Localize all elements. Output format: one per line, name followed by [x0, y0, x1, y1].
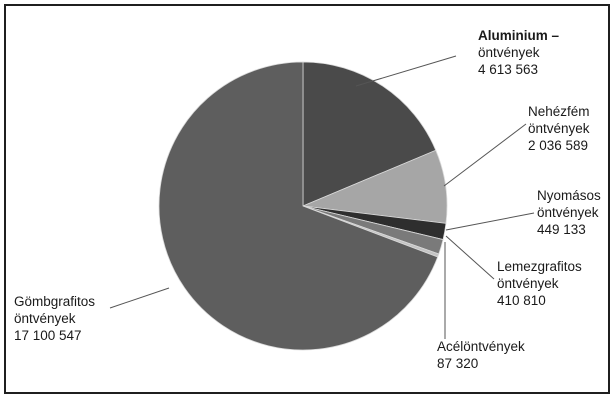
slice-label-line: öntvények	[14, 311, 76, 326]
slice-label-line: öntvények	[537, 205, 599, 220]
pie-slice-6	[158, 61, 439, 351]
pie-chart: Aluminium – öntvények 4 613 563 Nehézfém önt…	[14, 28, 601, 371]
leader-line-2	[443, 123, 527, 187]
slice-label-line: 449 133	[537, 222, 586, 237]
slice-label-line: 4 613 563	[478, 62, 538, 77]
slice-label-line: öntvények	[528, 121, 590, 136]
slice-label-4: Lemezgrafitos öntvények 410 810	[497, 259, 582, 308]
leader-line-1	[355, 55, 457, 87]
slice-label-5: Acélöntvények 87 320	[437, 339, 525, 371]
slice-label-3: Nyomásos öntvények 449 133	[537, 188, 601, 237]
chart-frame: Aluminium – öntvények 4 613 563 Nehézfém önt…	[4, 4, 610, 394]
leader-lines	[109, 55, 535, 339]
slice-label-line: 410 810	[497, 293, 546, 308]
slice-label-line: öntvények	[497, 276, 559, 291]
slice-label-line: 87 320	[437, 356, 478, 371]
slice-label-1: Aluminium – öntvények 4 613 563	[478, 28, 559, 77]
slice-label-line: Nyomásos	[537, 188, 601, 203]
pie-slice-1	[302, 61, 437, 207]
slice-label-line: 17 100 547	[14, 328, 82, 343]
slice-label-line: Acélöntvények	[437, 339, 525, 354]
leader-line-4	[445, 235, 495, 280]
leader-line-3	[445, 212, 535, 231]
leader-line-6	[109, 287, 170, 309]
slice-label-line: Aluminium –	[478, 28, 559, 43]
slice-label-line: Lemezgrafitos	[497, 259, 582, 274]
slice-label-line: öntvények	[478, 45, 540, 60]
slice-label-2: Nehézfém öntvények 2 036 589	[528, 104, 590, 153]
slice-label-6: Gömbgrafitos öntvények 17 100 547	[14, 294, 95, 343]
slice-labels: Aluminium – öntvények 4 613 563 Nehézfém önt…	[14, 28, 601, 371]
pie-slices	[158, 61, 448, 351]
slice-label-line: 2 036 589	[528, 138, 588, 153]
slice-label-line: Nehézfém	[528, 104, 590, 119]
slice-label-line: Gömbgrafitos	[14, 294, 95, 309]
